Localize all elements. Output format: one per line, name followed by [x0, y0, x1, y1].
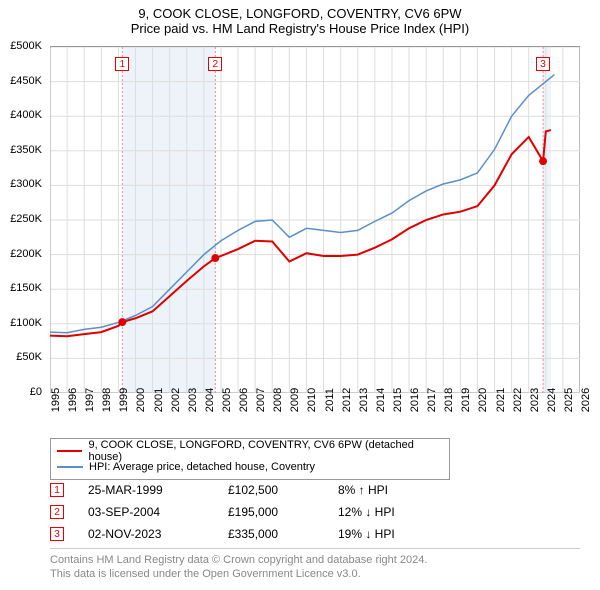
legend-label: 9, COOK CLOSE, LONGFORD, COVENTRY, CV6 6…: [88, 439, 443, 463]
x-tick-label: 2020: [477, 388, 489, 412]
transaction-date: 03-SEP-2004: [88, 505, 228, 519]
y-tick-label: £450K: [10, 75, 42, 87]
y-tick-label: £250K: [10, 213, 42, 225]
legend: 9, COOK CLOSE, LONGFORD, COVENTRY, CV6 6…: [50, 438, 450, 480]
transaction-pct: 12% ↓ HPI: [338, 505, 458, 519]
transaction-price: £335,000: [228, 527, 338, 541]
y-tick-label: £50K: [16, 351, 42, 363]
x-tick-label: 1997: [84, 388, 96, 412]
x-tick-label: 2011: [324, 388, 336, 412]
y-tick-label: £100K: [10, 317, 42, 329]
transactions-list: 1 25-MAR-1999£102,5008% ↑ HPI 2 03-SEP-2004…: [50, 480, 580, 546]
x-tick-label: 1995: [50, 388, 62, 412]
x-tick-label: 2004: [204, 388, 216, 412]
x-tick-label: 2001: [153, 388, 165, 412]
transaction-date: 25-MAR-1999: [88, 483, 228, 497]
y-tick-label: £0: [30, 386, 42, 398]
footer-line1: Contains HM Land Registry data © Crown c…: [50, 553, 580, 567]
x-tick-label: 2018: [443, 388, 455, 412]
x-tick-label: 2015: [392, 388, 404, 412]
title-address: 9, COOK CLOSE, LONGFORD, COVENTRY, CV6 6…: [0, 6, 600, 21]
transaction-price: £195,000: [228, 505, 338, 519]
x-tick-label: 1998: [101, 388, 113, 412]
transaction-price: £102,500: [228, 483, 338, 497]
chart-container: { "titles": { "line1": "9, COOK CLOSE, L…: [0, 0, 600, 590]
x-tick-label: 2025: [563, 388, 575, 412]
plot-area: 1 2 3: [50, 46, 580, 392]
x-tick-label: 2012: [341, 388, 353, 412]
x-tick-label: 2024: [546, 388, 558, 412]
x-tick-label: 2019: [460, 388, 472, 412]
x-tick-label: 2008: [272, 388, 284, 412]
x-tick-label: 2023: [529, 388, 541, 412]
transaction-pct: 8% ↑ HPI: [338, 483, 458, 497]
x-tick-label: 2009: [289, 388, 301, 412]
transaction-marker: 2: [208, 57, 222, 71]
x-tick-label: 2003: [187, 388, 199, 412]
transaction-date: 02-NOV-2023: [88, 527, 228, 541]
plot-svg: [50, 47, 580, 393]
y-axis-labels: £0£50K£100K£150K£200K£250K£300K£350K£400…: [0, 46, 46, 392]
transaction-row: 1 25-MAR-1999£102,5008% ↑ HPI: [50, 480, 580, 500]
y-tick-label: £500K: [10, 40, 42, 52]
x-tick-label: 2022: [512, 388, 524, 412]
x-tick-label: 2016: [409, 388, 421, 412]
transaction-row: 2 03-SEP-2004£195,00012% ↓ HPI: [50, 502, 580, 522]
x-tick-label: 2014: [375, 388, 387, 412]
y-tick-label: £400K: [10, 109, 42, 121]
x-tick-label: 2005: [221, 388, 233, 412]
y-tick-label: £300K: [10, 178, 42, 190]
footer-attribution: Contains HM Land Registry data © Crown c…: [50, 548, 580, 582]
x-tick-label: 2013: [358, 388, 370, 412]
x-tick-label: 2010: [306, 388, 318, 412]
x-tick-label: 1996: [67, 388, 79, 412]
chart-titles: 9, COOK CLOSE, LONGFORD, COVENTRY, CV6 6…: [0, 0, 600, 36]
transaction-id-box: 3: [50, 527, 64, 541]
transaction-marker: 3: [536, 57, 550, 71]
transaction-marker: 1: [115, 57, 129, 71]
legend-label: HPI: Average price, detached house, Cove…: [89, 461, 315, 473]
x-tick-label: 1999: [118, 388, 130, 412]
legend-swatch: [57, 450, 82, 452]
y-tick-label: £350K: [10, 144, 42, 156]
x-axis-labels: 1995199619971998199920002001200220032004…: [50, 396, 580, 436]
x-tick-label: 2007: [255, 388, 267, 412]
x-tick-label: 2017: [426, 388, 438, 412]
legend-swatch: [57, 466, 83, 468]
x-tick-label: 2021: [495, 388, 507, 412]
x-tick-label: 2002: [170, 388, 182, 412]
x-tick-label: 2026: [580, 388, 592, 412]
transaction-id-box: 2: [50, 505, 64, 519]
transaction-pct: 19% ↓ HPI: [338, 527, 458, 541]
y-tick-label: £200K: [10, 248, 42, 260]
title-subtitle: Price paid vs. HM Land Registry's House …: [0, 21, 600, 36]
transaction-row: 3 02-NOV-2023£335,00019% ↓ HPI: [50, 524, 580, 544]
legend-item: 9, COOK CLOSE, LONGFORD, COVENTRY, CV6 6…: [57, 443, 443, 459]
x-tick-label: 2000: [135, 388, 147, 412]
transaction-id-box: 1: [50, 483, 64, 497]
y-tick-label: £150K: [10, 282, 42, 294]
footer-line2: This data is licensed under the Open Gov…: [50, 567, 580, 581]
x-tick-label: 2006: [238, 388, 250, 412]
